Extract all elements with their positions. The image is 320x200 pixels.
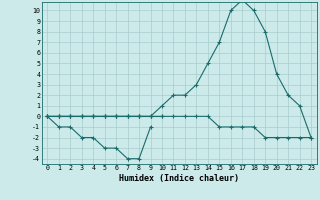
X-axis label: Humidex (Indice chaleur): Humidex (Indice chaleur)	[119, 174, 239, 183]
